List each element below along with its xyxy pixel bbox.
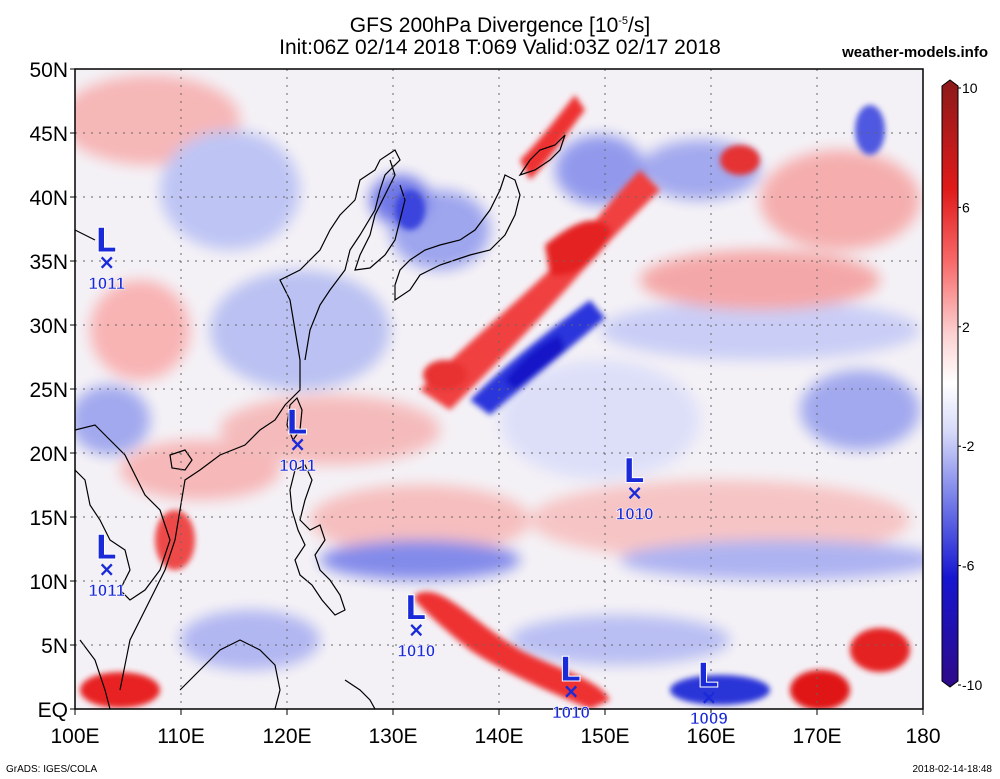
low-center-mark: × <box>408 617 425 641</box>
colorbar-tick-label: 10 <box>962 80 978 96</box>
gridlines <box>75 69 923 709</box>
low-pressure-value: 1011 <box>88 274 125 293</box>
low-pressure-center: L×1010 <box>552 649 590 722</box>
site-watermark: weather-models.info <box>842 44 988 61</box>
lon-tick-label: 100E <box>50 725 99 748</box>
coastlines <box>75 134 566 709</box>
low-pressure-center: L×1011 <box>88 528 125 601</box>
colorbar-tick-label: -10 <box>962 677 982 693</box>
footer-timestamp: 2018-02-14-18:48 <box>912 764 992 775</box>
lat-tick-label: 45N <box>29 123 68 146</box>
lat-tick-label: 50N <box>29 59 68 82</box>
lat-tick-label: 15N <box>29 507 68 530</box>
lat-tick-label: 35N <box>29 251 68 274</box>
lat-tick-label: 20N <box>29 443 68 466</box>
lon-tick-label: 180 <box>905 725 940 748</box>
lat-tick-label: 5N <box>41 635 68 658</box>
colorbar: 10 6 2 -2 -6 -10 <box>941 79 982 693</box>
low-pressure-center: L×1011 <box>279 402 316 475</box>
low-pressure-center: L×1010 <box>615 451 654 524</box>
colorbar-tick-label: 2 <box>962 319 970 335</box>
lon-tick-label: 160E <box>686 725 735 748</box>
low-pressure-value: 1011 <box>88 581 125 600</box>
lon-tick-label: 140E <box>474 725 523 748</box>
low-pressure-value: 1010 <box>552 703 590 722</box>
lon-tick-label: 130E <box>368 725 417 748</box>
low-symbol: L <box>559 650 581 690</box>
chart-title-line1: GFS 200hPa Divergence [10-5/s] <box>349 14 651 37</box>
low-symbol: L <box>95 221 117 261</box>
low-pressure-value: 1011 <box>279 456 316 475</box>
low-pressure-center: L×1010 <box>397 588 435 661</box>
footer-credit: GrADS: IGES/COLA <box>6 764 98 775</box>
lat-tick-label: EQ <box>38 699 68 722</box>
lat-tick-label: 25N <box>29 379 68 402</box>
low-pressure-center: L×1009 <box>690 656 728 729</box>
colorbar-tick-label: 6 <box>962 199 970 215</box>
colorbar-tick-label: -6 <box>962 558 975 574</box>
longitude-labels: 100E 110E 120E 130E 140E 150E 160E 170E 180 <box>50 709 941 748</box>
lat-tick-label: 30N <box>29 315 68 338</box>
low-pressure-value: 1010 <box>616 504 654 523</box>
low-symbol: L <box>95 528 117 568</box>
low-symbol: L <box>623 451 645 491</box>
low-pressure-center: L×1011 <box>88 221 125 294</box>
low-center-mark: × <box>563 679 580 703</box>
lon-tick-label: 110E <box>157 725 205 748</box>
colorbar-labels: 10 6 2 -2 -6 -10 <box>958 80 982 693</box>
colorbar-tick-label: -2 <box>962 438 975 454</box>
lat-tick-label: 10N <box>29 571 68 594</box>
low-center-mark: × <box>98 250 115 274</box>
lon-tick-label: 120E <box>262 725 311 748</box>
colorbar-bar <box>941 79 959 688</box>
lon-tick-label: 150E <box>580 725 629 748</box>
low-center-mark: × <box>98 557 115 581</box>
low-center-mark: × <box>289 432 306 456</box>
low-symbol: L <box>286 403 308 443</box>
chart-title-line2: Init:06Z 02/14 2018 T:069 Valid:03Z 02/1… <box>279 36 721 59</box>
lon-tick-label: 170E <box>792 725 841 748</box>
low-symbol: L <box>404 588 426 628</box>
low-pressure-value: 1010 <box>397 641 435 660</box>
low-center-mark: × <box>626 480 643 504</box>
latitude-labels: 50N 45N 40N 35N 30N 25N 20N 15N 10N 5N EQ <box>29 59 75 722</box>
low-center-mark: × <box>700 685 717 709</box>
lat-tick-label: 40N <box>29 187 68 210</box>
low-pressure-value: 1009 <box>690 709 728 728</box>
low-symbol: L <box>697 656 719 696</box>
